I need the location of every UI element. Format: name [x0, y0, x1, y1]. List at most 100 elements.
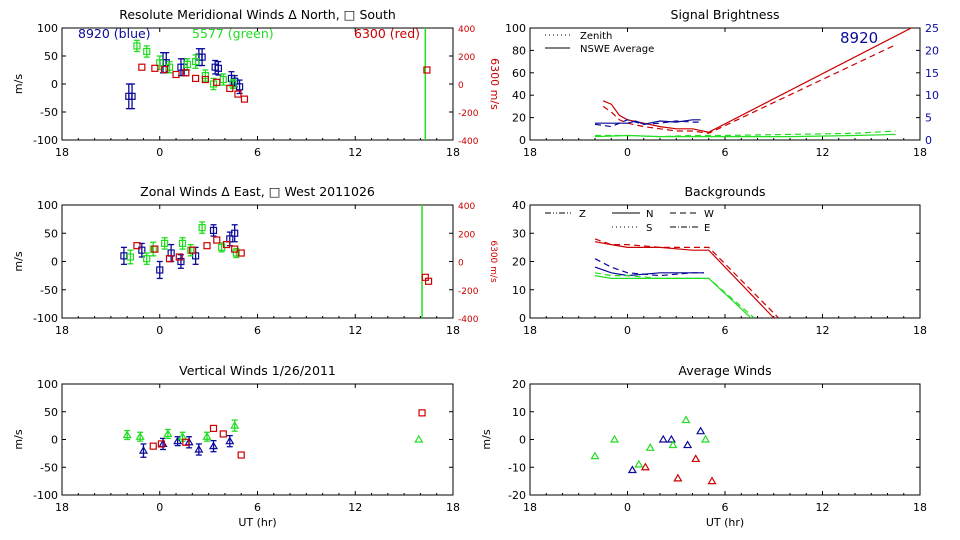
x-tick-label: 18	[523, 324, 537, 337]
legend-e: E	[704, 223, 710, 234]
data-point	[175, 253, 183, 261]
brightness-series-6300-zenith	[602, 44, 896, 134]
data-point	[191, 57, 200, 66]
average-series-6300	[640, 454, 717, 485]
data-point	[666, 434, 676, 443]
average-frame	[529, 383, 921, 496]
y-tick-label: 40	[512, 199, 526, 212]
series-line	[594, 238, 780, 318]
vertical-xlabel: UT (hr)	[238, 516, 276, 529]
data-point	[681, 415, 691, 424]
legend-red: 6300 (red)	[354, 26, 420, 41]
brightness-series-6300-avg	[602, 28, 913, 133]
data-point	[645, 443, 655, 451]
backgrounds-series-5577-b	[594, 272, 755, 318]
x-tick-label: 0	[624, 501, 631, 514]
y-tick-label: -20	[508, 489, 526, 502]
average-title: Average Winds	[678, 363, 771, 378]
data-point	[165, 63, 174, 71]
data-point	[163, 429, 173, 438]
data-point	[203, 242, 211, 250]
y-tick-label: 0	[519, 312, 526, 325]
data-point	[198, 224, 206, 232]
average-series-5577	[590, 415, 711, 468]
data-point	[188, 246, 196, 254]
series-line	[594, 275, 752, 318]
x-tick-label: 12	[816, 146, 830, 159]
y-tick-label: 30	[512, 227, 526, 240]
legend-z: Z	[579, 209, 586, 220]
data-point	[209, 226, 218, 235]
y-tick-label: -10	[508, 461, 526, 474]
data-point	[423, 66, 431, 74]
data-point	[201, 75, 209, 84]
zonal-chart: Zonal Winds Δ East, □ West 2011026 18 0 6 12…	[12, 184, 498, 337]
y-tick-label: -100	[33, 312, 58, 325]
y-tick-label: 50	[44, 227, 58, 240]
data-point	[668, 440, 678, 449]
zonal-y2label: 6300 m/s	[488, 240, 498, 283]
data-point	[126, 253, 135, 261]
data-point	[673, 473, 683, 482]
y-tick-label: -100	[33, 134, 58, 147]
x-tick-label: 18	[913, 146, 927, 159]
data-point	[198, 53, 206, 61]
legend-w: W	[704, 209, 714, 220]
backgrounds-frame	[529, 204, 921, 319]
data-point	[149, 442, 157, 450]
data-point	[424, 277, 433, 285]
x-tick-label: 18	[913, 324, 927, 337]
y-tick-label: 0	[519, 134, 526, 147]
y-tick-label: 20	[512, 256, 526, 269]
y-tick-label: 50	[44, 50, 58, 63]
data-point	[707, 476, 717, 485]
legend-nswe-average: NSWE Average	[580, 44, 654, 55]
brightness-series-5577-zenith	[595, 130, 896, 138]
data-point	[222, 240, 231, 249]
y-tick-label: 0	[519, 434, 526, 447]
data-point	[191, 74, 200, 83]
data-point	[237, 451, 245, 459]
y-tick-label: 100	[37, 378, 58, 391]
data-point	[194, 444, 204, 453]
x-tick-label: 0	[156, 501, 163, 514]
data-point	[590, 451, 600, 460]
y2-tick-label: 200	[458, 230, 475, 240]
data-point	[609, 434, 620, 443]
zonal-ylabel: m/s	[12, 251, 25, 271]
data-point	[182, 69, 190, 77]
meridional-y2label: 6300 m/s	[488, 58, 501, 110]
y-tick-label: 0	[51, 78, 58, 91]
average-ylabel: m/s	[480, 429, 493, 449]
legend-s: S	[646, 223, 652, 234]
data-point	[213, 78, 221, 86]
backgrounds-title: Backgrounds	[684, 184, 765, 199]
x-tick-label: 18	[55, 324, 69, 337]
y2-tick-label: 0	[925, 134, 932, 147]
data-point	[122, 430, 132, 439]
data-point	[172, 70, 180, 79]
vertical-ylabel: m/s	[12, 429, 25, 449]
y-tick-label: 100	[37, 22, 58, 35]
zonal-frame	[61, 204, 454, 319]
data-point	[178, 239, 187, 248]
average-xlabel: UT (hr)	[706, 516, 744, 529]
data-point	[640, 462, 650, 471]
zonal-series-6300	[133, 236, 433, 285]
data-point	[128, 92, 136, 100]
data-point	[634, 459, 644, 468]
y-tick-label: -50	[40, 284, 58, 297]
series-line	[594, 266, 704, 277]
zonal-title: Zonal Winds Δ East, □ West 2011026	[140, 184, 375, 199]
x-tick-label: 6	[722, 501, 729, 514]
data-point	[135, 432, 145, 440]
y-tick-label: 20	[512, 112, 526, 125]
data-point	[225, 436, 235, 445]
backgrounds-series-5577	[594, 275, 752, 318]
x-tick-label: 6	[254, 324, 261, 337]
y2-tick-label: 400	[458, 25, 475, 35]
x-tick-label: 12	[816, 501, 830, 514]
data-point	[151, 64, 159, 72]
